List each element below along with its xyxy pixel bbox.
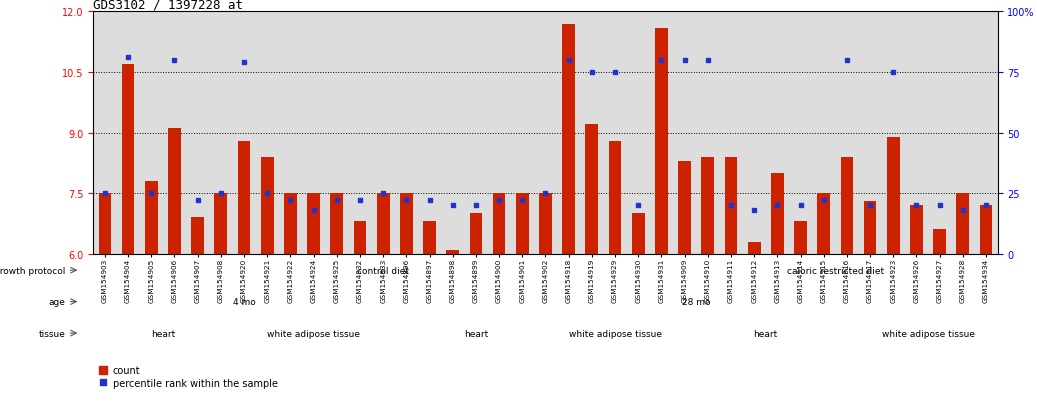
Bar xyxy=(539,194,552,254)
Bar xyxy=(121,65,135,254)
Text: control diet: control diet xyxy=(357,266,410,275)
Bar xyxy=(145,182,158,254)
Bar xyxy=(470,214,482,254)
Bar xyxy=(237,141,250,254)
Bar xyxy=(191,218,204,254)
Bar xyxy=(725,157,737,254)
Bar xyxy=(446,250,459,254)
Bar xyxy=(794,222,807,254)
Bar xyxy=(770,173,784,254)
Bar xyxy=(980,206,992,254)
Bar xyxy=(284,194,297,254)
Bar xyxy=(701,157,714,254)
Text: heart: heart xyxy=(150,329,175,338)
Bar xyxy=(655,28,668,254)
Bar xyxy=(215,194,227,254)
Bar xyxy=(841,157,853,254)
Text: white adipose tissue: white adipose tissue xyxy=(268,329,360,338)
Legend: count, percentile rank within the sample: count, percentile rank within the sample xyxy=(99,366,278,388)
Text: caloric restricted diet: caloric restricted diet xyxy=(787,266,884,275)
Bar xyxy=(910,206,923,254)
Bar xyxy=(376,194,390,254)
Bar xyxy=(400,194,413,254)
Bar xyxy=(423,222,436,254)
Bar xyxy=(168,129,180,254)
Bar xyxy=(632,214,645,254)
Bar xyxy=(261,157,274,254)
Bar xyxy=(354,222,366,254)
Text: tissue: tissue xyxy=(38,329,65,338)
Text: 28 mo: 28 mo xyxy=(682,297,710,306)
Text: heart: heart xyxy=(754,329,778,338)
Bar xyxy=(586,125,598,254)
Text: heart: heart xyxy=(464,329,488,338)
Bar xyxy=(933,230,946,254)
Text: GDS3102 / 1397228_at: GDS3102 / 1397228_at xyxy=(93,0,244,11)
Text: age: age xyxy=(49,297,65,306)
Bar xyxy=(609,141,621,254)
Bar xyxy=(562,24,576,254)
Text: 4 mo: 4 mo xyxy=(232,297,255,306)
Bar xyxy=(864,202,876,254)
Text: white adipose tissue: white adipose tissue xyxy=(568,329,662,338)
Bar xyxy=(99,194,111,254)
Bar xyxy=(817,194,830,254)
Bar xyxy=(307,194,320,254)
Text: white adipose tissue: white adipose tissue xyxy=(881,329,975,338)
Text: growth protocol: growth protocol xyxy=(0,266,65,275)
Bar xyxy=(748,242,760,254)
Bar xyxy=(678,161,691,254)
Bar xyxy=(493,194,505,254)
Bar xyxy=(887,137,900,254)
Bar xyxy=(956,194,970,254)
Bar xyxy=(331,194,343,254)
Bar xyxy=(515,194,529,254)
